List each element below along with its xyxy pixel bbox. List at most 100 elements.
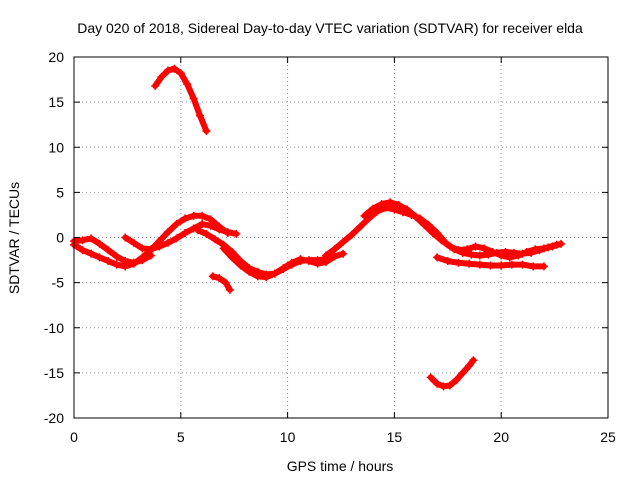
- data-point: [279, 264, 288, 273]
- data-point: [104, 256, 113, 265]
- x-tick-labels: 0 5 10 15 20 25: [70, 429, 616, 445]
- data-point: [433, 379, 442, 388]
- data-point: [486, 261, 495, 270]
- data-point: [497, 261, 506, 270]
- data-point: [356, 222, 365, 231]
- data-point: [155, 242, 164, 251]
- data-point: [176, 69, 185, 78]
- series-track-5: [208, 272, 234, 294]
- data-point: [531, 245, 540, 254]
- data-point: [377, 200, 386, 209]
- data-point: [467, 250, 476, 259]
- data-point: [189, 211, 198, 220]
- data-point: [219, 244, 228, 253]
- data-point: [253, 272, 262, 281]
- data-point: [95, 253, 104, 262]
- data-point: [198, 219, 207, 228]
- y-tick-label: 0: [56, 230, 64, 246]
- data-point: [206, 221, 215, 230]
- x-tick-label: 25: [600, 429, 616, 445]
- data-point: [437, 236, 446, 245]
- data-point: [121, 233, 130, 242]
- data-point: [330, 245, 339, 254]
- data-point: [439, 382, 448, 391]
- data-point: [170, 64, 179, 73]
- data-point: [539, 244, 548, 253]
- data-point: [518, 260, 527, 269]
- data-point: [296, 255, 305, 264]
- data-point: [129, 258, 138, 267]
- series-track-11: [426, 356, 478, 391]
- data-point: [287, 258, 296, 267]
- data-point: [330, 252, 339, 261]
- data-point: [215, 225, 224, 234]
- data-point: [548, 242, 557, 251]
- data-point: [514, 251, 523, 260]
- data-point: [313, 259, 322, 268]
- y-tick-label: -10: [44, 320, 64, 336]
- data-point: [138, 244, 147, 253]
- data-point: [163, 228, 172, 237]
- data-point: [112, 260, 121, 269]
- data-point: [507, 260, 516, 269]
- data-point: [497, 251, 506, 260]
- data-point: [522, 247, 531, 256]
- data-point: [463, 245, 472, 254]
- data-point: [208, 272, 217, 281]
- data-point: [78, 236, 87, 245]
- series-line: [209, 273, 233, 293]
- x-axis-label: GPS time / hours: [287, 458, 394, 474]
- data-point: [471, 242, 480, 251]
- data-point: [151, 81, 160, 90]
- series-track-4: [151, 64, 211, 136]
- series-track-3: [121, 219, 241, 254]
- data-point: [339, 238, 348, 247]
- data-point: [221, 278, 230, 287]
- data-point: [157, 72, 166, 81]
- data-point: [181, 228, 190, 237]
- data-point: [228, 253, 237, 262]
- data-point: [420, 220, 429, 229]
- y-tick-label: 20: [48, 49, 64, 65]
- data-point: [445, 242, 454, 251]
- data-point: [403, 205, 412, 214]
- data-point: [454, 246, 463, 255]
- data-point: [95, 239, 104, 248]
- y-tick-label: 15: [48, 94, 64, 110]
- data-point: [469, 356, 478, 365]
- data-point: [539, 262, 548, 271]
- data-point: [488, 247, 497, 256]
- y-tick-labels: -20 -15 -10 -5 0 5 10 15 20: [44, 49, 64, 426]
- data-point: [129, 238, 138, 247]
- data-point: [78, 246, 87, 255]
- data-point: [443, 256, 452, 265]
- data-point: [202, 127, 211, 136]
- x-tick-label: 20: [493, 429, 509, 445]
- data-point: [322, 251, 331, 260]
- data-point: [465, 259, 474, 268]
- x-tick-label: 10: [280, 429, 296, 445]
- data-point: [475, 251, 484, 260]
- x-tick-label: 5: [177, 429, 185, 445]
- data-point: [433, 253, 442, 262]
- y-tick-label: 5: [56, 184, 64, 200]
- data-point: [458, 368, 467, 377]
- data-point: [189, 94, 198, 103]
- data-point: [112, 252, 121, 261]
- data-point: [181, 214, 190, 223]
- data-point: [193, 226, 202, 235]
- data-point: [304, 256, 313, 265]
- series-track-2: [70, 234, 155, 267]
- series-track-10: [433, 253, 548, 271]
- axis-ticks: [73, 56, 609, 419]
- data-point: [394, 201, 403, 210]
- data-point: [215, 274, 224, 283]
- data-point: [390, 205, 399, 214]
- data-point: [262, 273, 271, 282]
- data-point: [445, 381, 454, 390]
- data-point: [505, 253, 514, 262]
- y-tick-label: -5: [52, 275, 65, 291]
- data-point: [223, 228, 232, 237]
